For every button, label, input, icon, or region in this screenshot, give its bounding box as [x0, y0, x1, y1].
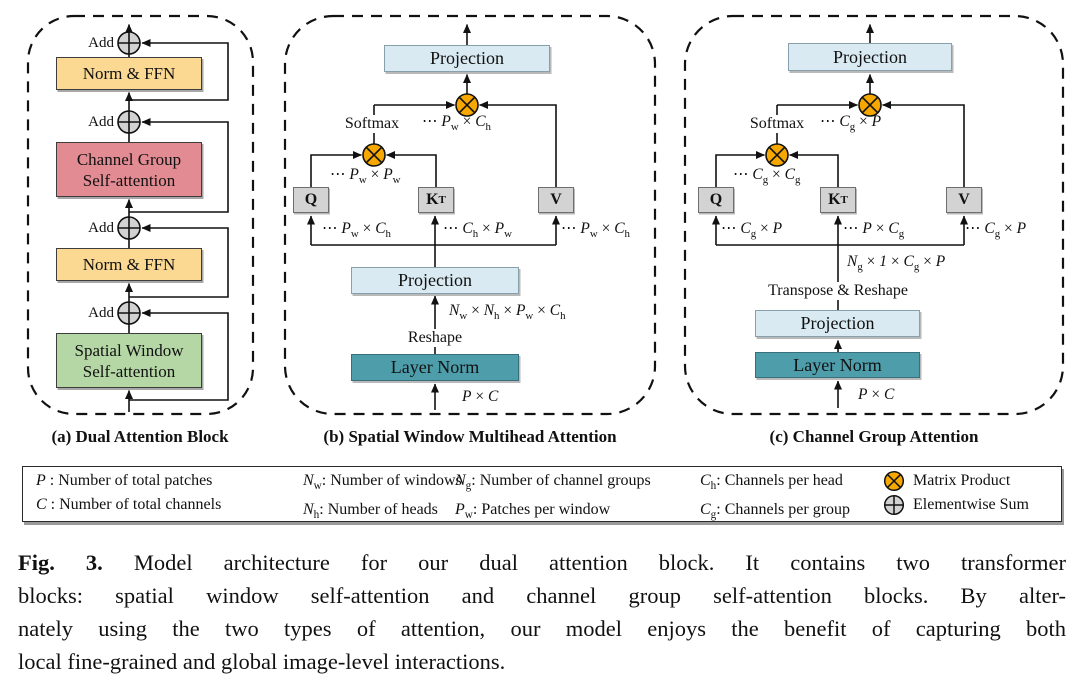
- elementwise-sum-icon: [883, 494, 905, 516]
- legend-item: Nw: Number of windows: [303, 472, 462, 493]
- panel-b-connectors: [307, 24, 560, 410]
- add-label: Add: [88, 35, 114, 51]
- matrix-product-icon: [765, 143, 789, 167]
- q-shape-label: ⋯ Cg × P: [721, 220, 783, 241]
- legend-item: Nh: Number of heads: [303, 501, 438, 522]
- elementwise-sum-icon: [117, 216, 141, 240]
- query-box: Q: [698, 187, 734, 213]
- q-shape-label: ⋯ Pw × Ch: [322, 220, 391, 241]
- caption-line: nately using the two types of attention,…: [18, 616, 1066, 641]
- matrix-product-icon: [883, 470, 905, 492]
- panel-a-caption: (a) Dual Attention Block: [51, 427, 229, 446]
- legend-item: Ch: Channels per head: [700, 472, 843, 493]
- matrix-product-icon: [455, 93, 479, 117]
- layer-norm-block: Layer Norm: [755, 352, 920, 378]
- matrix-product-icon: [362, 143, 386, 167]
- qk-shape-label: ⋯ Cg × Cg: [733, 166, 801, 187]
- caption-line: Fig. 3. Model architecture for our dual …: [18, 550, 1067, 575]
- channel-group-self-attention-block: Channel Group Self-attention: [56, 142, 202, 197]
- softmax-label: Softmax: [334, 115, 410, 133]
- k-shape-label: ⋯ P × Cg: [843, 220, 905, 241]
- legend-column: Ng: Number of channel groups Pw: Patches…: [455, 469, 651, 527]
- panel-c-boundary: [683, 14, 1065, 416]
- panel-a-boundary: [26, 14, 255, 416]
- legend-column: Ch: Channels per head Cg: Channels per g…: [700, 469, 850, 527]
- panel-a-connectors: [125, 24, 229, 412]
- reshape-shape-label: Nw × Nh × Pw × Ch: [449, 302, 566, 323]
- matrix-product-icon: [858, 93, 882, 117]
- legend-elementwise-sum-label: Elementwise Sum: [913, 496, 1029, 513]
- legend-item: P : Number of total patches: [36, 472, 213, 489]
- layer-norm-block: Layer Norm: [351, 354, 519, 381]
- value-box: V: [946, 187, 982, 213]
- caption-fig-tag: Fig. 3.: [18, 550, 103, 575]
- input-shape-label: P × C: [858, 386, 895, 403]
- elementwise-sum-icon: [117, 110, 141, 134]
- caption-line: local fine-grained and global image-leve…: [18, 649, 506, 674]
- add-label: Add: [88, 305, 114, 321]
- spatial-window-self-attention-block: Spatial Window Self-attention: [56, 333, 202, 388]
- legend-item: Cg: Channels per group: [700, 501, 851, 522]
- qk-shape-label: ⋯ Pw × Pw: [330, 166, 401, 187]
- elementwise-sum-icon: [117, 31, 141, 55]
- legend-matrix-product-label: Matrix Product: [913, 472, 1011, 489]
- value-box: V: [538, 187, 574, 213]
- query-box: Q: [293, 187, 329, 213]
- legend-column: Nw: Number of windows Nh: Number of head…: [303, 469, 462, 527]
- legend-item: C : Number of total channels: [36, 496, 222, 513]
- attn-output-shape-label: ⋯ Cg × P: [820, 113, 882, 134]
- v-shape-label: ⋯ Pw × Ch: [561, 220, 630, 241]
- attn-output-shape-label: ⋯ Pw × Ch: [422, 113, 491, 134]
- add-label: Add: [88, 114, 114, 130]
- projection-block: Projection: [384, 45, 550, 72]
- softmax-label: Softmax: [739, 115, 815, 133]
- norm-ffn-block: Norm & FFN: [56, 248, 202, 281]
- panel-b-boundary: [283, 14, 657, 416]
- projection-block: Projection: [788, 43, 952, 71]
- elementwise-sum-icon: [117, 301, 141, 325]
- transpose-reshape-label: Transpose & Reshape: [757, 282, 919, 300]
- caption-line: blocks: spatial window self-attention an…: [18, 583, 1066, 608]
- projection-block: Projection: [755, 310, 920, 337]
- panel-c-connectors: [712, 24, 968, 408]
- projection-block: Projection: [351, 267, 519, 294]
- panel-b-caption: (b) Spatial Window Multihead Attention: [323, 427, 617, 446]
- input-shape-label: P × C: [462, 388, 499, 405]
- figure-caption: Fig. 3. Model architecture for our dual …: [18, 546, 1066, 678]
- v-shape-label: ⋯ Cg × P: [965, 220, 1027, 241]
- norm-ffn-block: Norm & FFN: [56, 57, 202, 90]
- k-shape-label: ⋯ Ch × Pw: [443, 220, 512, 241]
- legend-column: P : Number of total patches C : Number o…: [36, 469, 221, 517]
- add-label: Add: [88, 220, 114, 236]
- legend-item: Pw: Patches per window: [455, 501, 611, 522]
- panel-c-caption: (c) Channel Group Attention: [769, 427, 979, 446]
- reshape-label: Reshape: [397, 329, 473, 347]
- legend-item: Ng: Number of channel groups: [455, 472, 651, 493]
- transpose-shape-label: Ng × 1 × Cg × P: [847, 253, 946, 274]
